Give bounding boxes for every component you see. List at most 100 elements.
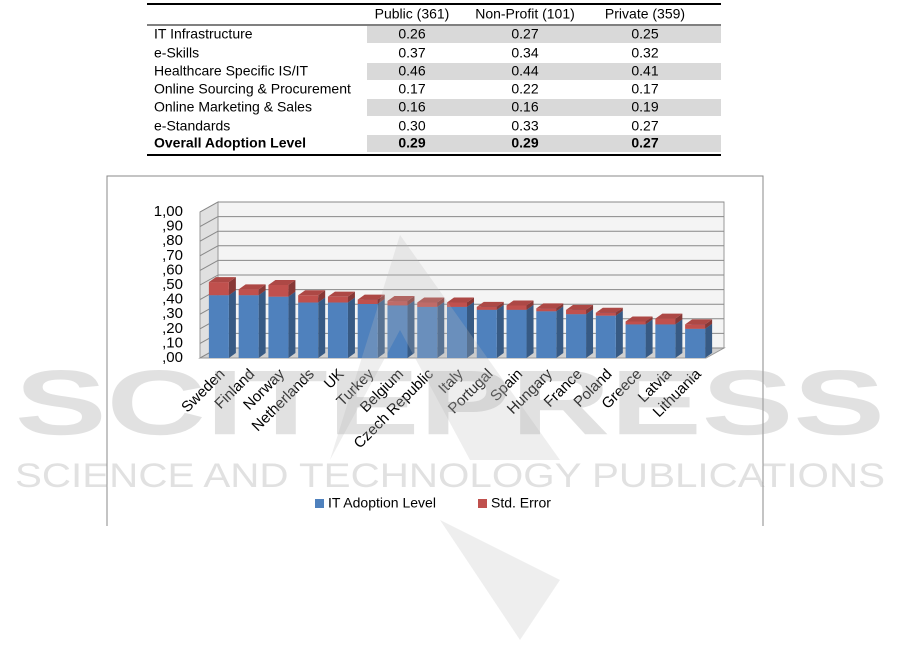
bar-side [407, 300, 415, 358]
bar-side [467, 301, 474, 358]
bar-side [407, 296, 415, 306]
bar-top [208, 277, 236, 283]
row-shade [367, 26, 721, 43]
bar [685, 324, 706, 329]
grid-line [199, 201, 219, 213]
bar-side [496, 304, 504, 358]
bar-side [318, 290, 326, 303]
bar-side [377, 294, 385, 304]
bar-side [586, 309, 594, 358]
cell: 0.44 [511, 63, 538, 79]
y-tick-label: 1,00 [154, 203, 183, 220]
cell: 0.32 [631, 45, 658, 61]
bar-side [288, 291, 296, 358]
bar [387, 305, 408, 358]
y-tick-label: ,30 [162, 305, 183, 322]
bar-side [467, 297, 474, 307]
bar-top [506, 300, 534, 306]
bar-side [645, 319, 653, 358]
cell: 0.29 [398, 135, 425, 151]
cell: 0.16 [398, 99, 425, 115]
y-tick-label: ,70 [162, 247, 183, 264]
bar [625, 321, 646, 325]
y-tick-label: ,80 [162, 232, 183, 249]
bar [298, 295, 319, 303]
bar [417, 302, 438, 307]
bar-side [675, 319, 683, 358]
bar [208, 282, 229, 296]
bar [685, 328, 706, 358]
bar [447, 306, 467, 358]
watermark-subtitle: SCIENCE AND TECHNOLOGY PUBLICATIONS [15, 457, 885, 495]
bar [595, 312, 616, 316]
cell: 0.17 [398, 81, 425, 97]
bar [595, 315, 616, 358]
row-label: Overall Adoption Level [154, 135, 306, 151]
cell: 0.46 [398, 63, 425, 79]
bar-side [228, 290, 236, 358]
bar-top [417, 297, 445, 303]
bar [566, 314, 587, 358]
bar-top [268, 280, 296, 285]
bar-side [228, 277, 236, 296]
bar-top [685, 319, 713, 325]
bar [655, 318, 676, 325]
bar-top [387, 296, 415, 302]
column-header: Non-Profit (101) [475, 6, 575, 22]
row-label: Online Sourcing & Procurement [154, 81, 351, 97]
row-label: Healthcare Specific IS/IT [154, 63, 309, 79]
bar-side [526, 304, 534, 358]
bar-side [705, 323, 713, 358]
bar-side [347, 291, 355, 303]
bar [208, 295, 229, 358]
bar-top [595, 307, 623, 313]
y-tick-label: ,10 [162, 334, 183, 351]
bar-side [526, 300, 534, 310]
cell: 0.34 [511, 45, 538, 61]
bar-side [496, 301, 504, 310]
cell: 0.41 [631, 63, 658, 79]
bar-side [705, 319, 713, 329]
bar [536, 308, 557, 312]
cell: 0.17 [631, 81, 658, 97]
bar-side [586, 304, 594, 315]
bar [387, 301, 408, 306]
bar-side [258, 284, 266, 296]
bar [238, 295, 259, 358]
bar-side [318, 297, 326, 358]
bar-side [556, 306, 564, 358]
cell: 0.25 [631, 26, 658, 42]
grid-line [199, 216, 219, 228]
bar [238, 289, 259, 296]
legend-label: Std. Error [491, 495, 551, 511]
cell: 0.16 [511, 99, 538, 115]
bar-side [258, 290, 266, 358]
bar [327, 296, 348, 303]
bar [655, 324, 676, 358]
bar-side [615, 310, 623, 358]
bar-top [238, 284, 266, 290]
bar-side [556, 303, 564, 312]
row-label: e-Standards [154, 118, 230, 134]
legend-swatch [478, 499, 487, 508]
row-shade [367, 135, 721, 152]
row-shade [367, 63, 721, 80]
y-tick-label: ,40 [162, 291, 183, 308]
bar [476, 306, 497, 310]
bar [268, 296, 289, 358]
grid-line [199, 259, 219, 271]
bar [536, 311, 557, 358]
grid-line [199, 274, 219, 286]
cell: 0.19 [631, 99, 658, 115]
column-header: Public (361) [375, 6, 450, 22]
bar-side [347, 297, 355, 358]
column-header: Private (359) [605, 6, 685, 22]
bar-top [625, 316, 653, 322]
bar [357, 299, 378, 304]
bar [506, 305, 527, 310]
y-tick-label: ,00 [162, 349, 183, 366]
watermark-logo [330, 235, 560, 640]
bar [268, 285, 289, 297]
y-tick-label: ,60 [162, 261, 183, 278]
